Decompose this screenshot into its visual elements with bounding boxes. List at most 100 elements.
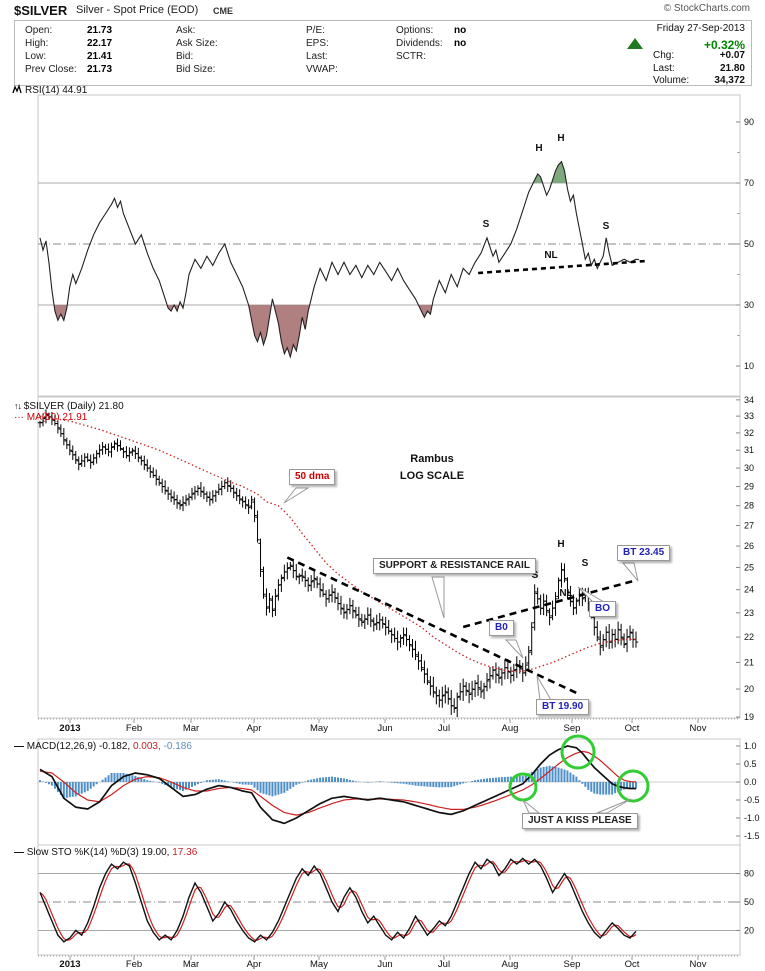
ticker-name: Silver - Spot Price (EOD) bbox=[76, 4, 199, 16]
bid-label: Bid: bbox=[176, 51, 194, 62]
quote-col-ohlc: Open: 21.73 High: 22.17 Low: 21.41 Prev Clo… bbox=[25, 25, 112, 77]
svg-text:34: 34 bbox=[744, 395, 754, 405]
ma-legend: ··· MA(50) 21.91 bbox=[14, 412, 87, 423]
prev-close-value: 21.73 bbox=[87, 64, 113, 75]
bid-size-label: Bid Size: bbox=[176, 64, 216, 75]
callout-price-target-down: BT 19.90 bbox=[536, 699, 590, 715]
svg-text:22: 22 bbox=[744, 632, 754, 642]
callout-just-a-kiss: JUST A KISS PLEASE bbox=[522, 813, 638, 829]
quote-col-flags: Options: no Dividends: no SCTR: bbox=[396, 25, 466, 64]
high-label: High: bbox=[25, 38, 49, 49]
rsi-neckline-label: NL bbox=[544, 250, 558, 261]
svg-text:25: 25 bbox=[744, 562, 754, 572]
svg-text:26: 26 bbox=[744, 541, 754, 551]
rsi-head2-label: H bbox=[557, 133, 565, 144]
change-percent: +0.32% bbox=[703, 38, 745, 52]
svg-text:May: May bbox=[310, 723, 328, 734]
callout-breakout-2: BO bbox=[589, 601, 616, 617]
svg-text:Jul: Jul bbox=[438, 723, 450, 734]
low-label: Low: bbox=[25, 51, 47, 62]
svg-text:Apr: Apr bbox=[247, 723, 262, 734]
svg-text:0.5: 0.5 bbox=[744, 759, 757, 769]
macd-signal-value: 0.003, bbox=[132, 741, 161, 752]
chg-value: +0.07 bbox=[719, 50, 745, 61]
solid-line-icon: — bbox=[14, 847, 24, 858]
macd-hist-value: -0.186 bbox=[163, 741, 192, 752]
up-arrow-icon bbox=[627, 38, 643, 49]
chg-label: Chg: bbox=[653, 50, 675, 61]
options-label: Options: bbox=[396, 25, 434, 36]
price-neckline-label: NL bbox=[559, 588, 573, 599]
svg-text:Mar: Mar bbox=[183, 959, 199, 970]
macd-name: MACD(12,26,9) bbox=[26, 741, 97, 752]
price-label: $SILVER (Daily) 21.80 bbox=[23, 401, 124, 412]
svg-text:Aug: Aug bbox=[502, 959, 519, 970]
svg-text:Sep: Sep bbox=[564, 723, 581, 734]
last-col-label: Last: bbox=[306, 51, 328, 62]
svg-text:Oct: Oct bbox=[625, 959, 640, 970]
svg-text:Sep: Sep bbox=[564, 959, 581, 970]
svg-text:Nov: Nov bbox=[690, 723, 707, 734]
ma-label: MA(50) 21.91 bbox=[26, 412, 88, 423]
high-value: 22.17 bbox=[87, 38, 113, 49]
svg-text:70: 70 bbox=[744, 178, 754, 188]
dividends-label: Dividends: bbox=[396, 38, 443, 49]
rsi-right-shoulder-label: S bbox=[602, 221, 610, 232]
macd-value: -0.182, bbox=[99, 741, 131, 752]
sto-d-value: 17.36 bbox=[172, 847, 198, 858]
macd-legend: — MACD(12,26,9) -0.182, 0.003, -0.186 bbox=[14, 741, 192, 752]
svg-text:90: 90 bbox=[744, 117, 754, 127]
svg-text:-1.0: -1.0 bbox=[744, 813, 760, 823]
svg-text:Nov: Nov bbox=[690, 959, 707, 970]
ticker-exchange: CME bbox=[213, 6, 233, 16]
sctr-label: SCTR: bbox=[396, 51, 426, 62]
svg-text:28: 28 bbox=[744, 501, 754, 511]
svg-text:19: 19 bbox=[744, 712, 754, 722]
svg-text:Feb: Feb bbox=[126, 723, 142, 734]
volume-value: 34,372 bbox=[714, 75, 745, 86]
ask-label: Ask: bbox=[176, 25, 196, 36]
svg-text:Jun: Jun bbox=[377, 723, 392, 734]
callout-50dma: 50 dma bbox=[289, 469, 336, 485]
sto-legend: — Slow STO %K(14) %D(3) 19.00, 17.36 bbox=[14, 847, 197, 858]
quote-summary: Friday 27-Sep-2013 +0.32% Chg: +0.07 Last… bbox=[625, 23, 745, 88]
quote-col-bidask: Ask: Ask Size: Bid: Bid Size: bbox=[176, 25, 218, 77]
svg-text:30: 30 bbox=[744, 463, 754, 473]
quote-col-fundamentals: P/E: EPS: Last: VWAP: bbox=[306, 25, 338, 77]
low-value: 21.41 bbox=[87, 51, 113, 62]
dividends-value: no bbox=[454, 38, 467, 49]
svg-text:27: 27 bbox=[744, 520, 754, 530]
open-value: 21.73 bbox=[87, 25, 113, 36]
price-right-shoulder-label: S bbox=[581, 558, 589, 569]
sto-k-value: 19.00, bbox=[141, 847, 170, 858]
rsi-left-shoulder-label: S bbox=[482, 219, 490, 230]
ask-size-label: Ask Size: bbox=[176, 38, 218, 49]
svg-text:-1.5: -1.5 bbox=[744, 831, 760, 841]
rambus-signature: Rambus bbox=[410, 453, 454, 465]
rsi-label: RSI(14) 44.91 bbox=[25, 85, 88, 96]
svg-text:Oct: Oct bbox=[625, 723, 640, 734]
svg-text:32: 32 bbox=[744, 428, 754, 438]
svg-text:24: 24 bbox=[744, 585, 754, 595]
svg-text:2013: 2013 bbox=[59, 723, 80, 734]
rsi-head1-label: H bbox=[535, 143, 543, 154]
svg-text:Aug: Aug bbox=[502, 723, 519, 734]
price-bars-icon: ↑↓ bbox=[14, 401, 22, 411]
svg-text:Feb: Feb bbox=[126, 959, 142, 970]
quote-panel: Open: 21.73 High: 22.17 Low: 21.41 Prev Clo… bbox=[14, 20, 752, 86]
svg-text:1.0: 1.0 bbox=[744, 741, 757, 751]
svg-text:50: 50 bbox=[744, 239, 754, 249]
open-label: Open: bbox=[25, 25, 53, 36]
svg-text:Apr: Apr bbox=[247, 959, 262, 970]
volume-label: Volume: bbox=[653, 75, 690, 86]
stockcharts-credit: © StockCharts.com bbox=[663, 3, 750, 14]
svg-text:May: May bbox=[310, 959, 328, 970]
svg-text:80: 80 bbox=[744, 869, 754, 879]
svg-text:23: 23 bbox=[744, 608, 754, 618]
pe-label: P/E: bbox=[306, 25, 325, 36]
svg-text:31: 31 bbox=[744, 445, 754, 455]
svg-text:20: 20 bbox=[744, 684, 754, 694]
svg-text:20: 20 bbox=[744, 925, 754, 935]
callout-support-resistance-rail: SUPPORT & RESISTANCE RAIL bbox=[373, 558, 536, 574]
